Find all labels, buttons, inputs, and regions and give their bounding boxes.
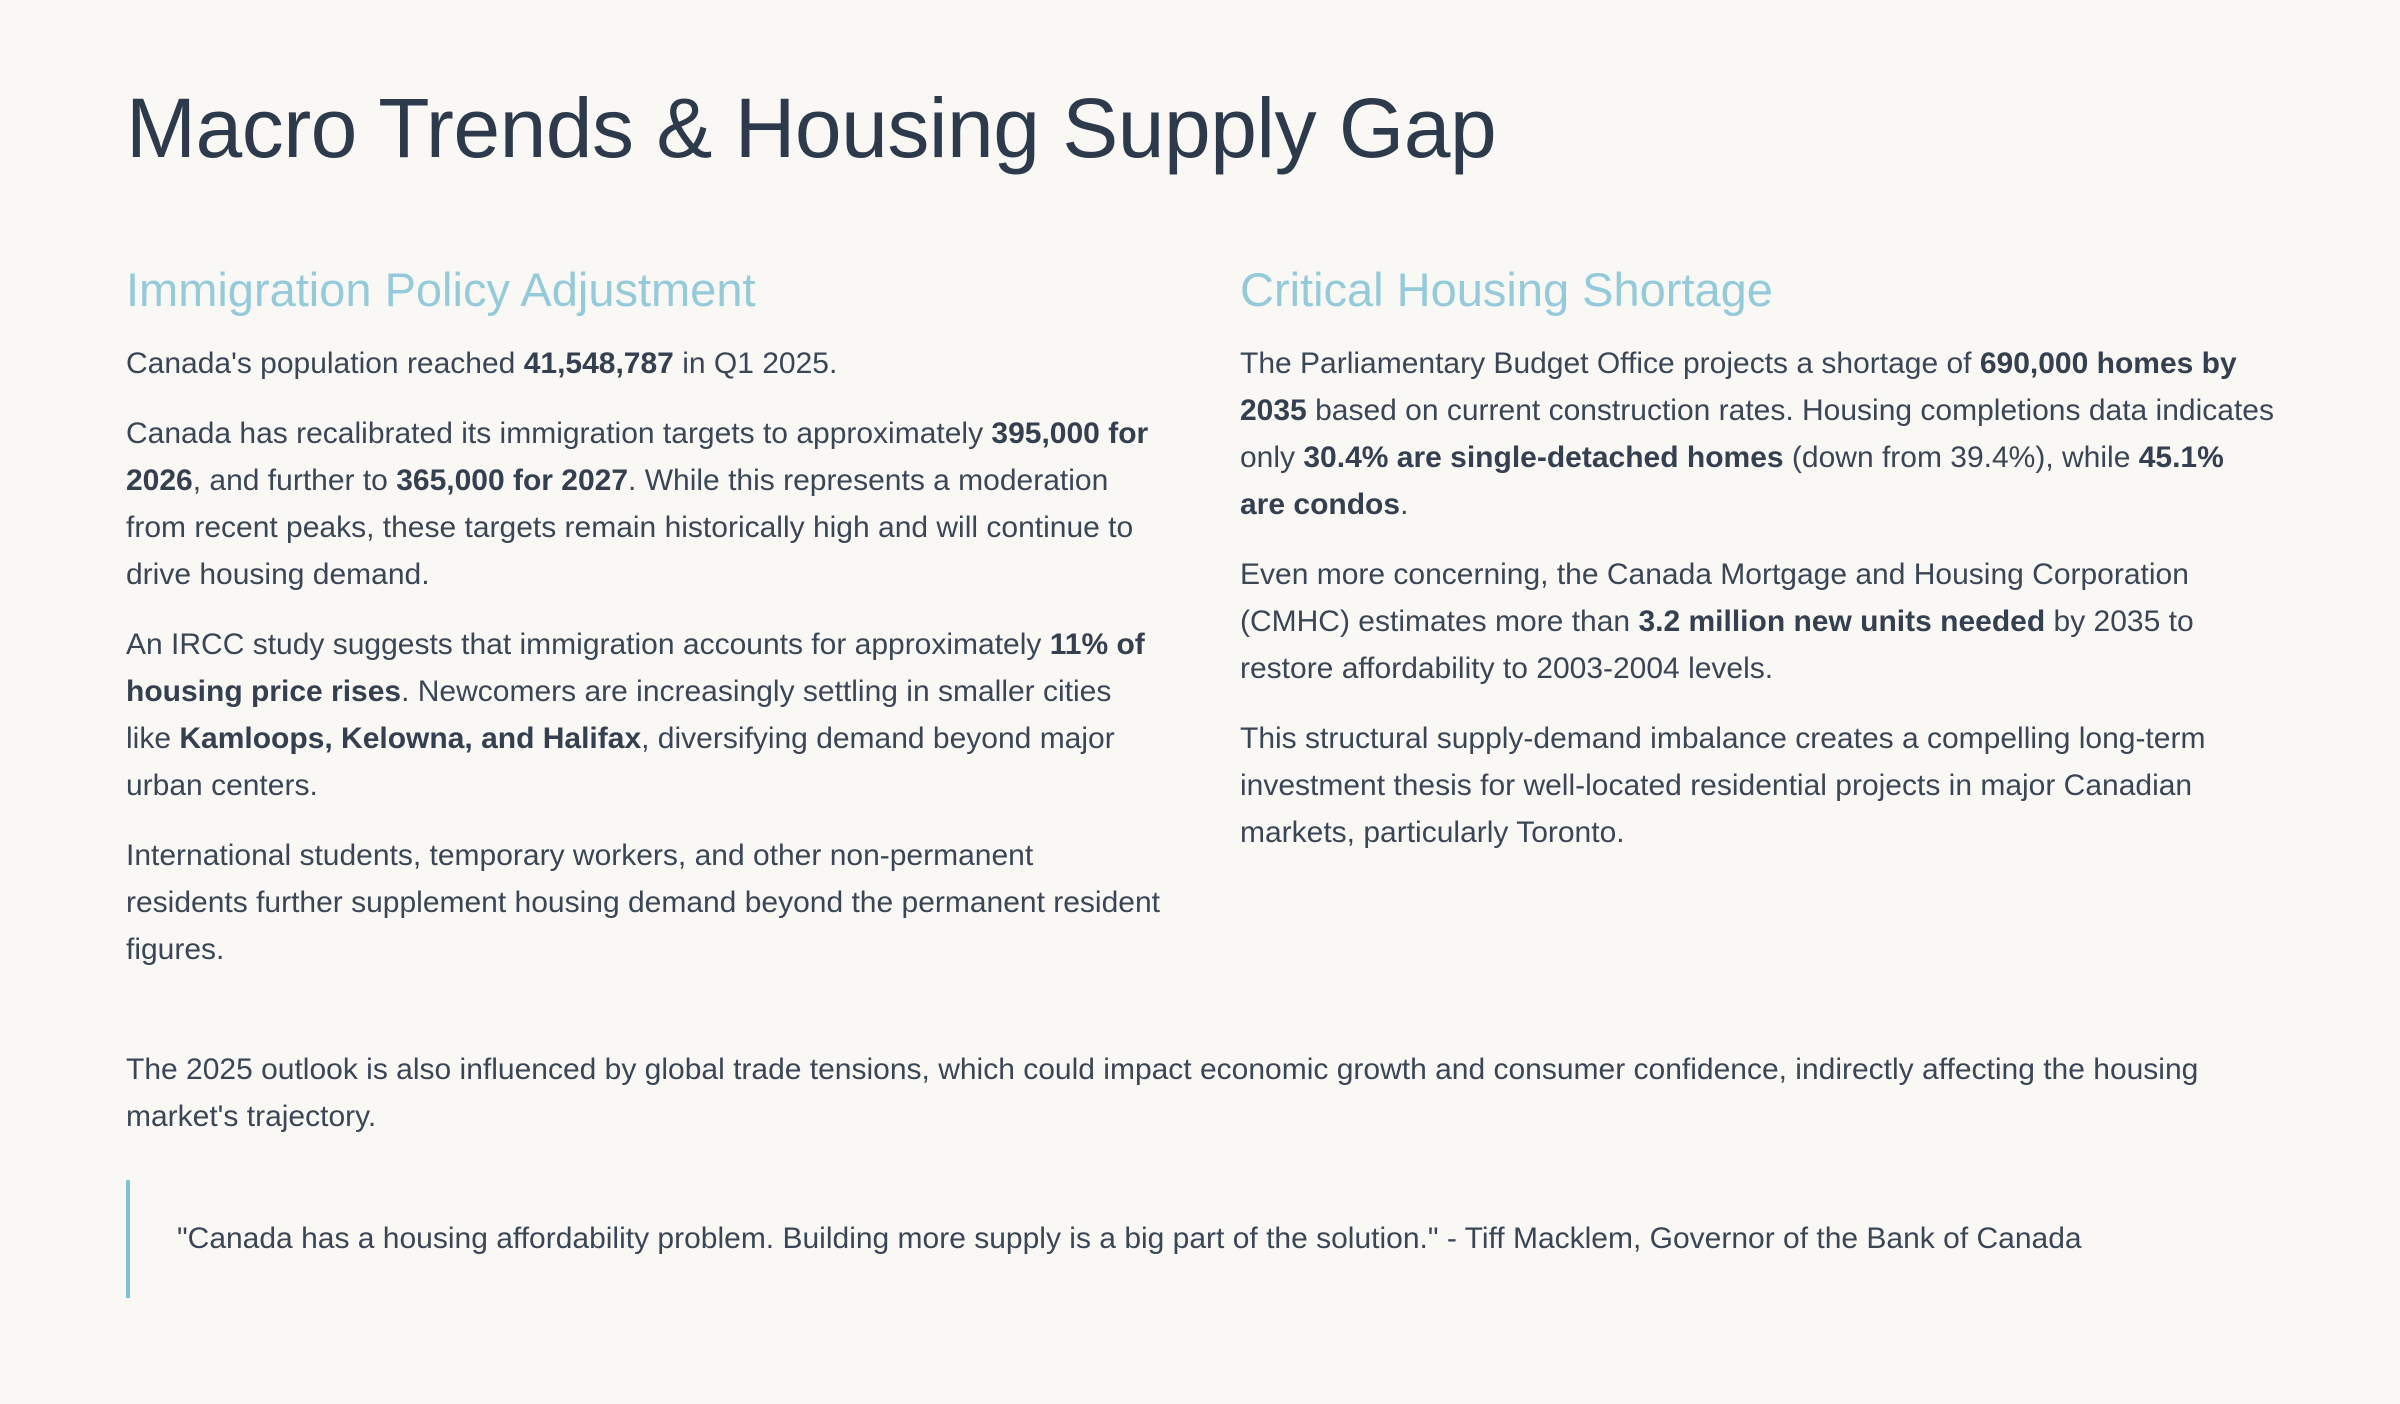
paragraph: Canada has recalibrated its immigration … [126, 416, 1149, 591]
paragraph: An IRCC study suggests that immigration … [126, 627, 1145, 802]
two-columns: Immigration Policy Adjustment Canada's p… [126, 261, 2274, 996]
paragraph: Even more concerning, the Canada Mortgag… [1240, 557, 2194, 685]
paragraph: International students, temporary worker… [126, 838, 1160, 966]
housing-shortage-section: Critical Housing Shortage The Parliament… [1240, 261, 2274, 996]
immigration-section: Immigration Policy Adjustment Canada's p… [126, 261, 1160, 996]
outlook-paragraph: The 2025 outlook is also influenced by g… [126, 1052, 2199, 1133]
section-heading: Immigration Policy Adjustment [126, 262, 756, 316]
paragraph: The Parliamentary Budget Office projects… [1240, 346, 2274, 521]
paragraph: This structural supply-demand imbalance … [1240, 721, 2206, 849]
page-title: Macro Trends & Housing Supply Gap [126, 81, 1497, 175]
paragraph: Canada's population reached 41,548,787 i… [126, 346, 838, 380]
page: Macro Trends & Housing Supply Gap Immigr… [126, 81, 2274, 1298]
section-heading: Critical Housing Shortage [1240, 262, 1773, 316]
quote: "Canada has a housing affordability prob… [126, 1179, 2274, 1298]
